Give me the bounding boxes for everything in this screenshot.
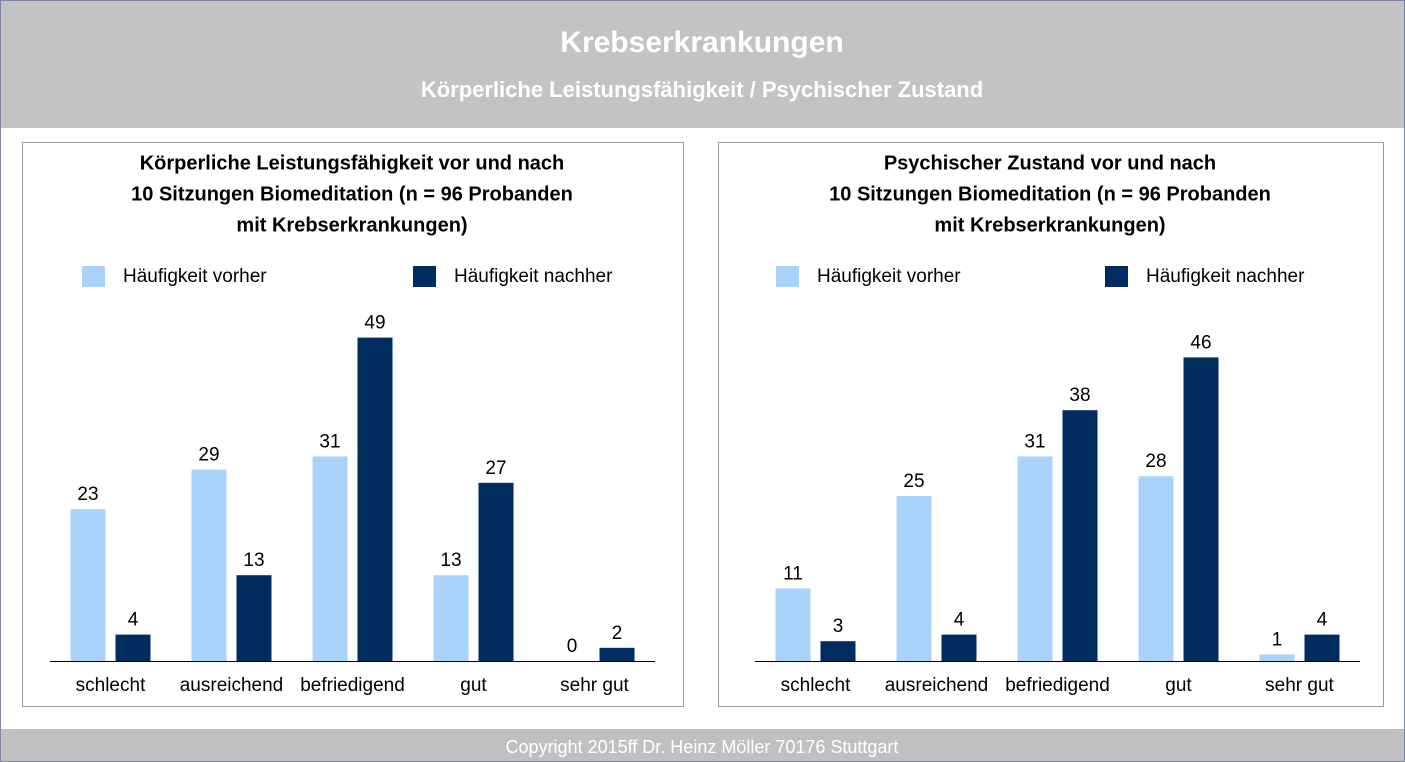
value-label: 28 [1145,451,1166,472]
header-band [0,0,1405,128]
value-label: 38 [1069,385,1090,406]
chart-panel [22,142,684,707]
chart-title: mit Krebserkrankungen) [236,214,467,236]
legend-swatch [1105,266,1128,287]
value-label: 1 [1272,629,1283,650]
value-label: 11 [783,563,803,584]
bar [478,482,514,661]
bar [70,509,106,661]
legend-swatch [776,266,799,287]
legend-label: Häufigkeit vorher [817,266,961,287]
x-tick-label: schlecht [76,675,146,696]
bar [1138,476,1174,661]
x-tick-label: gut [1165,675,1192,696]
x-tick-label: ausreichend [885,675,989,696]
value-label: 2 [612,623,623,644]
legend-label: Häufigkeit nachher [1146,266,1305,287]
bar [433,575,469,661]
value-label: 23 [77,484,98,505]
legend-label: Häufigkeit nachher [454,266,613,287]
bar [1062,410,1098,661]
bar [1017,456,1053,661]
value-label: 4 [1317,610,1328,631]
bar [357,337,393,661]
bar [115,634,151,661]
x-tick-label: befriedigend [1005,675,1110,696]
bar [775,588,811,661]
value-label: 29 [198,445,219,466]
x-tick-label: sehr gut [560,675,629,696]
bar [1183,357,1219,661]
value-label: 25 [903,471,924,492]
chart-title: mit Krebserkrankungen) [934,214,1165,236]
x-tick-label: ausreichend [180,675,284,696]
footer-text: Copyright 2015ff Dr. Heinz Möller 70176 … [506,737,899,757]
legend-swatch [82,266,105,287]
bar [1304,634,1340,661]
page-title: Krebserkrankungen [560,26,843,59]
x-tick-label: befriedigend [300,675,405,696]
x-tick-label: schlecht [781,675,851,696]
bar [820,641,856,661]
value-label: 13 [243,550,264,571]
value-label: 3 [833,616,844,637]
chart-title: 10 Sitzungen Biomeditation (n = 96 Proba… [829,183,1271,205]
bar [941,634,977,661]
value-label: 27 [485,458,506,479]
value-label: 49 [364,313,385,334]
value-label: 13 [440,550,461,571]
value-label: 31 [319,431,340,452]
x-tick-label: sehr gut [1265,675,1334,696]
page-subtitle: Körperliche Leistungsfähigkeit / Psychis… [421,77,983,102]
x-tick-label: gut [460,675,487,696]
value-label: 0 [567,636,578,657]
footer-band [0,729,1405,762]
legend-label: Häufigkeit vorher [123,266,267,287]
chart-panel [718,142,1384,707]
bar [236,575,272,661]
chart-title: 10 Sitzungen Biomeditation (n = 96 Proba… [131,183,573,205]
bar [896,496,932,661]
bar [599,647,635,661]
chart-title: Psychischer Zustand vor und nach [884,152,1216,174]
value-label: 4 [128,610,139,631]
bar [1259,654,1295,661]
value-label: 46 [1190,332,1211,353]
legend-swatch [413,266,436,287]
bar [312,456,348,661]
value-label: 31 [1024,431,1045,452]
chart-title: Körperliche Leistungsfähigkeit vor und n… [140,152,565,174]
bar [191,469,227,661]
value-label: 4 [954,610,965,631]
